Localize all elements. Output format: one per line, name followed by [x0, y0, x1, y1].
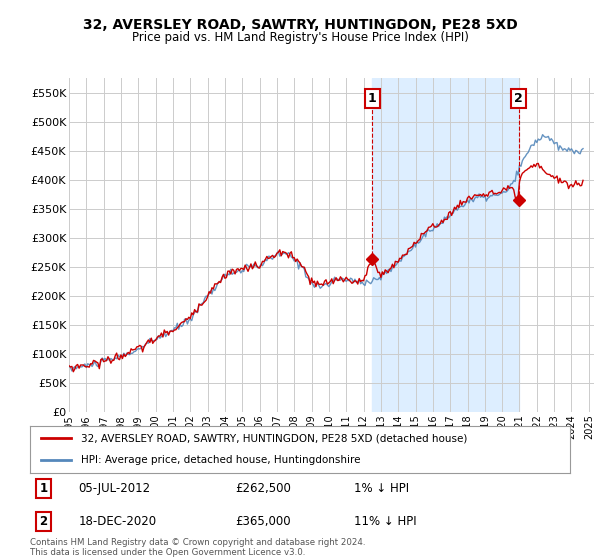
Text: Contains HM Land Registry data © Crown copyright and database right 2024.
This d: Contains HM Land Registry data © Crown c…: [30, 538, 365, 557]
Text: £365,000: £365,000: [235, 515, 291, 528]
Text: 1: 1: [368, 92, 377, 105]
Text: 32, AVERSLEY ROAD, SAWTRY, HUNTINGDON, PE28 5XD (detached house): 32, AVERSLEY ROAD, SAWTRY, HUNTINGDON, P…: [82, 433, 467, 444]
Text: 1: 1: [40, 482, 47, 495]
Text: 05-JUL-2012: 05-JUL-2012: [79, 482, 151, 495]
Text: 18-DEC-2020: 18-DEC-2020: [79, 515, 157, 528]
Text: 2: 2: [40, 515, 47, 528]
Text: 2: 2: [514, 92, 523, 105]
Text: 11% ↓ HPI: 11% ↓ HPI: [354, 515, 416, 528]
Bar: [372, 78, 519, 412]
Text: Price paid vs. HM Land Registry's House Price Index (HPI): Price paid vs. HM Land Registry's House …: [131, 31, 469, 44]
Text: £262,500: £262,500: [235, 482, 291, 495]
Text: 32, AVERSLEY ROAD, SAWTRY, HUNTINGDON, PE28 5XD: 32, AVERSLEY ROAD, SAWTRY, HUNTINGDON, P…: [83, 18, 517, 32]
Text: 1% ↓ HPI: 1% ↓ HPI: [354, 482, 409, 495]
Text: HPI: Average price, detached house, Huntingdonshire: HPI: Average price, detached house, Hunt…: [82, 455, 361, 465]
